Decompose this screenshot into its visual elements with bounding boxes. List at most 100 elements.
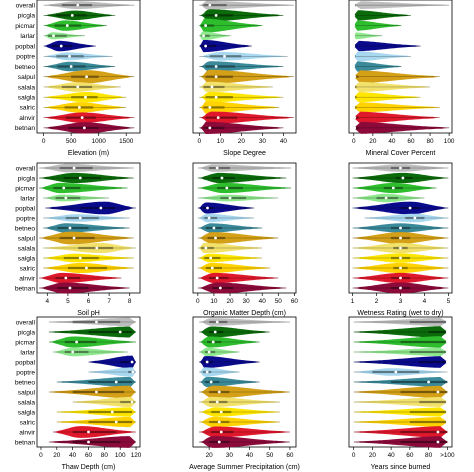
box-salala xyxy=(353,85,357,89)
x-tick-label: 8 xyxy=(128,298,132,305)
x-axis-title: Organic Matter Depth (cm) xyxy=(203,310,286,317)
box-betneo xyxy=(205,65,236,68)
x-tick-label: 60 xyxy=(407,138,415,145)
category-label: salpul xyxy=(18,389,36,396)
box-salala xyxy=(419,400,448,404)
median-salpul xyxy=(399,236,402,240)
median-picmar xyxy=(65,24,69,27)
median-alnvir xyxy=(399,276,402,280)
category-label: alnvir xyxy=(19,275,36,282)
median-salric xyxy=(114,420,118,424)
category-label: betneo xyxy=(15,225,36,232)
median-salglа xyxy=(110,410,114,414)
median-overall xyxy=(399,166,402,170)
box-alnvir xyxy=(72,430,117,434)
median-picmar xyxy=(62,186,66,190)
box-salglа xyxy=(204,256,221,260)
median-picgla xyxy=(70,13,74,17)
panel-1: overall picgla picmar larlar popbal poptre bet… xyxy=(15,0,141,157)
median-larlar xyxy=(207,350,211,354)
x-tick-label: 5 xyxy=(447,298,451,305)
category-label: picmar xyxy=(15,185,36,192)
median-larlar xyxy=(352,34,356,38)
box-salglа xyxy=(353,96,357,99)
median-poptre xyxy=(131,370,135,374)
median-poptre xyxy=(68,54,71,58)
median-larlar xyxy=(52,34,55,38)
x-tick-label: 30 xyxy=(243,298,251,305)
category-label: poptre xyxy=(16,215,35,222)
panel-3: 0 20 40 60 80 100 Mineral Cover Percent xyxy=(348,0,455,157)
box-larlar xyxy=(201,34,210,37)
median-salala xyxy=(130,400,134,404)
x-tick-label: 20 xyxy=(369,138,377,145)
median-larlar xyxy=(445,350,449,354)
median-betneo xyxy=(212,226,216,230)
box-larlar xyxy=(48,34,67,37)
median-betnan xyxy=(68,286,72,290)
median-salglа xyxy=(209,256,213,260)
median-betneo xyxy=(399,226,402,230)
median-salric xyxy=(352,106,356,109)
box-salric xyxy=(353,106,357,109)
box-overall xyxy=(203,4,227,7)
median-popbal xyxy=(206,206,209,210)
median-salric xyxy=(85,266,88,270)
median-picgla xyxy=(445,330,449,334)
median-popbal xyxy=(408,206,412,210)
panel-frame xyxy=(192,0,297,134)
median-picgla xyxy=(78,176,82,180)
median-salala xyxy=(204,246,208,250)
x-axis-title: Slope Degree xyxy=(223,150,266,157)
x-tick-label: 40 xyxy=(280,138,288,145)
median-salala xyxy=(445,400,449,404)
median-overall xyxy=(208,3,212,7)
median-popbal xyxy=(130,360,134,364)
median-salric xyxy=(78,106,81,109)
median-betneo xyxy=(69,65,73,68)
box-betneo xyxy=(391,380,448,384)
median-alnvir xyxy=(219,430,223,434)
median-salpul xyxy=(214,236,217,240)
x-tick-label: >100 xyxy=(440,452,455,459)
x-tick-label: 10 xyxy=(210,298,218,305)
x-axis-title: Mineral Cover Percent xyxy=(366,150,436,157)
x-tick-label: 30 xyxy=(226,452,234,459)
median-larlar xyxy=(384,196,388,200)
median-salglа xyxy=(399,256,402,260)
x-axis-title: Soil pH xyxy=(77,310,100,317)
median-larlar xyxy=(71,350,75,354)
median-salala xyxy=(210,85,214,89)
box-picgla xyxy=(428,330,448,334)
median-salglа xyxy=(78,256,82,260)
median-betnan xyxy=(208,126,212,130)
box-larlar xyxy=(409,350,448,354)
median-popbal xyxy=(205,360,209,364)
box-poptre xyxy=(204,216,218,220)
x-tick-label: 10 xyxy=(217,138,225,145)
box-popbal xyxy=(419,360,448,364)
median-poptre xyxy=(205,370,209,374)
x-tick-label: 5 xyxy=(66,298,70,305)
median-betneo xyxy=(68,226,72,230)
category-label: alnvir xyxy=(19,429,36,436)
category-label: salala xyxy=(18,245,36,252)
x-tick-label: 80 xyxy=(427,138,435,145)
category-label: betnan xyxy=(15,439,36,446)
median-popbal xyxy=(99,206,103,210)
median-salpul xyxy=(72,236,76,240)
category-label: overall xyxy=(16,2,36,9)
category-label: picgla xyxy=(18,329,36,336)
x-tick-label: 20 xyxy=(53,452,61,459)
category-label: larlar xyxy=(20,349,35,356)
category-label: salala xyxy=(18,399,36,406)
median-betneo xyxy=(114,380,118,384)
median-salpul xyxy=(214,75,218,79)
x-tick-label: 60 xyxy=(291,298,299,305)
median-picgla xyxy=(214,13,218,17)
x-tick-label: 30 xyxy=(259,138,267,145)
x-tick-label: 50 xyxy=(275,298,283,305)
x-tick-label: 20 xyxy=(238,138,246,145)
panel-8: 20 30 40 50 60 Average Summer Precipitation (… xyxy=(189,316,300,471)
median-popbal xyxy=(204,44,208,48)
